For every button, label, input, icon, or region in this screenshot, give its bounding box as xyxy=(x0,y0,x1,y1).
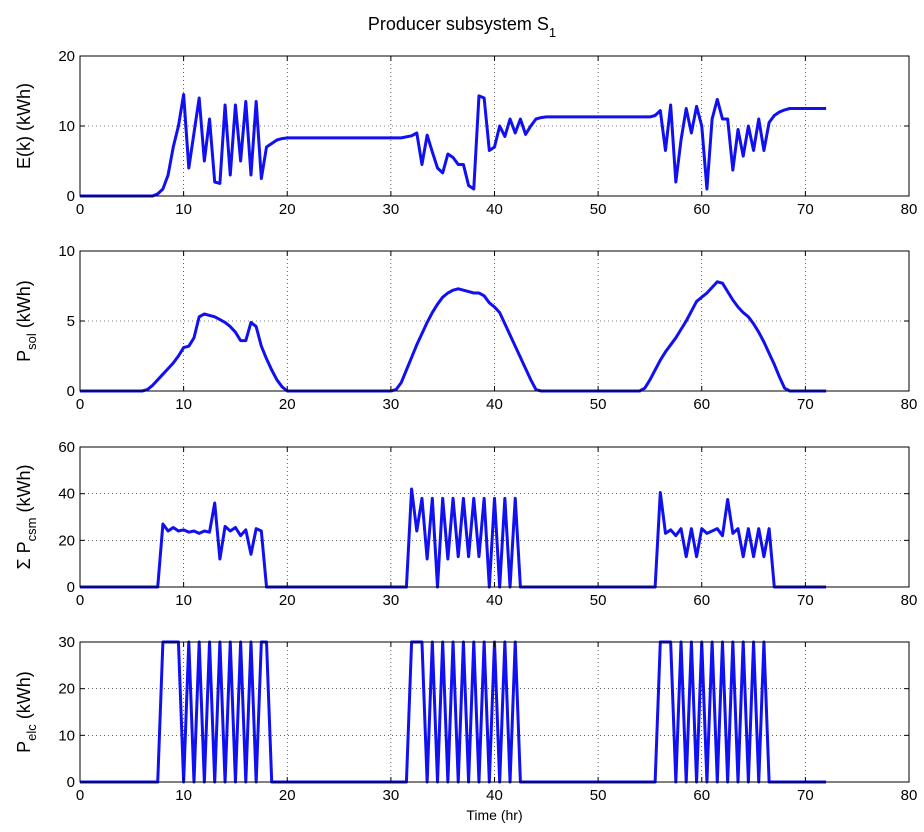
x-tick-label: 0 xyxy=(76,592,84,609)
x-tick-label: 50 xyxy=(590,787,607,804)
y-axis-label: Pelc (kWh) xyxy=(14,671,39,753)
x-tick-label: 40 xyxy=(486,592,503,609)
x-tick-label: 30 xyxy=(383,396,400,413)
x-tick-label: 0 xyxy=(76,396,84,413)
x-tick-label: 0 xyxy=(76,787,84,804)
panel-energy: 0 10 20 30 40 50 60 70 80 0 10 20 E(k) (kWh) xyxy=(14,48,917,218)
x-tick-label: 60 xyxy=(693,396,710,413)
x-tick-label: 50 xyxy=(590,201,607,218)
y-tick-label: 10 xyxy=(58,727,75,744)
panel-solar-power: 0 10 20 30 40 50 60 70 80 0 5 10 Psol (kWh) xyxy=(14,243,917,413)
y-tick-label: 60 xyxy=(58,439,75,456)
y-tick-label: 20 xyxy=(58,532,75,549)
y-tick-label: 20 xyxy=(58,681,75,698)
x-tick-label: 10 xyxy=(175,396,192,413)
x-tick-label: 80 xyxy=(901,201,918,218)
x-tick-label: 30 xyxy=(383,201,400,218)
chart-title: Producer subsystem S1 xyxy=(368,14,556,40)
y-tick-label: 20 xyxy=(58,48,75,65)
x-tick-label: 10 xyxy=(175,787,192,804)
x-tick-label: 60 xyxy=(693,201,710,218)
x-tick-label: 60 xyxy=(693,592,710,609)
x-tick-label: 10 xyxy=(175,592,192,609)
series-line-0 xyxy=(80,93,827,198)
x-tick-label: 10 xyxy=(175,201,192,218)
y-tick-label: 0 xyxy=(67,188,75,205)
y-tick-label: 10 xyxy=(58,118,75,135)
y-axis-label: E(k) (kWh) xyxy=(14,83,34,169)
y-axis-label: Psol (kWh) xyxy=(14,280,39,362)
x-tick-label: 0 xyxy=(76,201,84,218)
panel-consumer-power: 0 10 20 30 40 50 60 70 80 0 20 40 60 Σ Pcsm (kWh) xyxy=(14,439,917,609)
x-axis-label: Time (hr) xyxy=(466,807,522,823)
x-tick-label: 40 xyxy=(486,787,503,804)
chart-title-subscript: 1 xyxy=(549,25,556,40)
x-tick-label: 20 xyxy=(279,396,296,413)
panel-electrolyzer-power: 0 10 20 30 40 50 60 70 80 0 10 20 30 Pelc (kWh) Time (… xyxy=(14,634,917,823)
x-tick-label: 50 xyxy=(590,396,607,413)
x-tick-label: 20 xyxy=(279,201,296,218)
y-tick-label: 0 xyxy=(67,383,75,400)
x-tick-label: 30 xyxy=(383,592,400,609)
x-tick-label: 80 xyxy=(901,396,918,413)
y-axis-label: Σ Pcsm (kWh) xyxy=(14,465,39,570)
y-tick-label: 0 xyxy=(67,579,75,596)
y-tick-label: 10 xyxy=(58,243,75,260)
x-tick-label: 70 xyxy=(797,201,814,218)
y-tick-label: 40 xyxy=(58,486,75,503)
x-tick-label: 40 xyxy=(486,201,503,218)
y-tick-label: 30 xyxy=(58,634,75,651)
x-tick-label: 70 xyxy=(797,787,814,804)
y-tick-label: 5 xyxy=(67,313,75,330)
x-tick-label: 60 xyxy=(693,787,710,804)
x-tick-label: 80 xyxy=(901,787,918,804)
x-tick-label: 80 xyxy=(901,592,918,609)
x-tick-label: 20 xyxy=(279,787,296,804)
x-tick-label: 40 xyxy=(486,396,503,413)
x-tick-label: 30 xyxy=(383,787,400,804)
x-tick-label: 20 xyxy=(279,592,296,609)
y-tick-label: 0 xyxy=(67,774,75,791)
series-line-0 xyxy=(80,280,827,393)
x-tick-label: 50 xyxy=(590,592,607,609)
x-tick-label: 70 xyxy=(797,592,814,609)
series-line-0 xyxy=(80,487,827,589)
x-tick-label: 70 xyxy=(797,396,814,413)
